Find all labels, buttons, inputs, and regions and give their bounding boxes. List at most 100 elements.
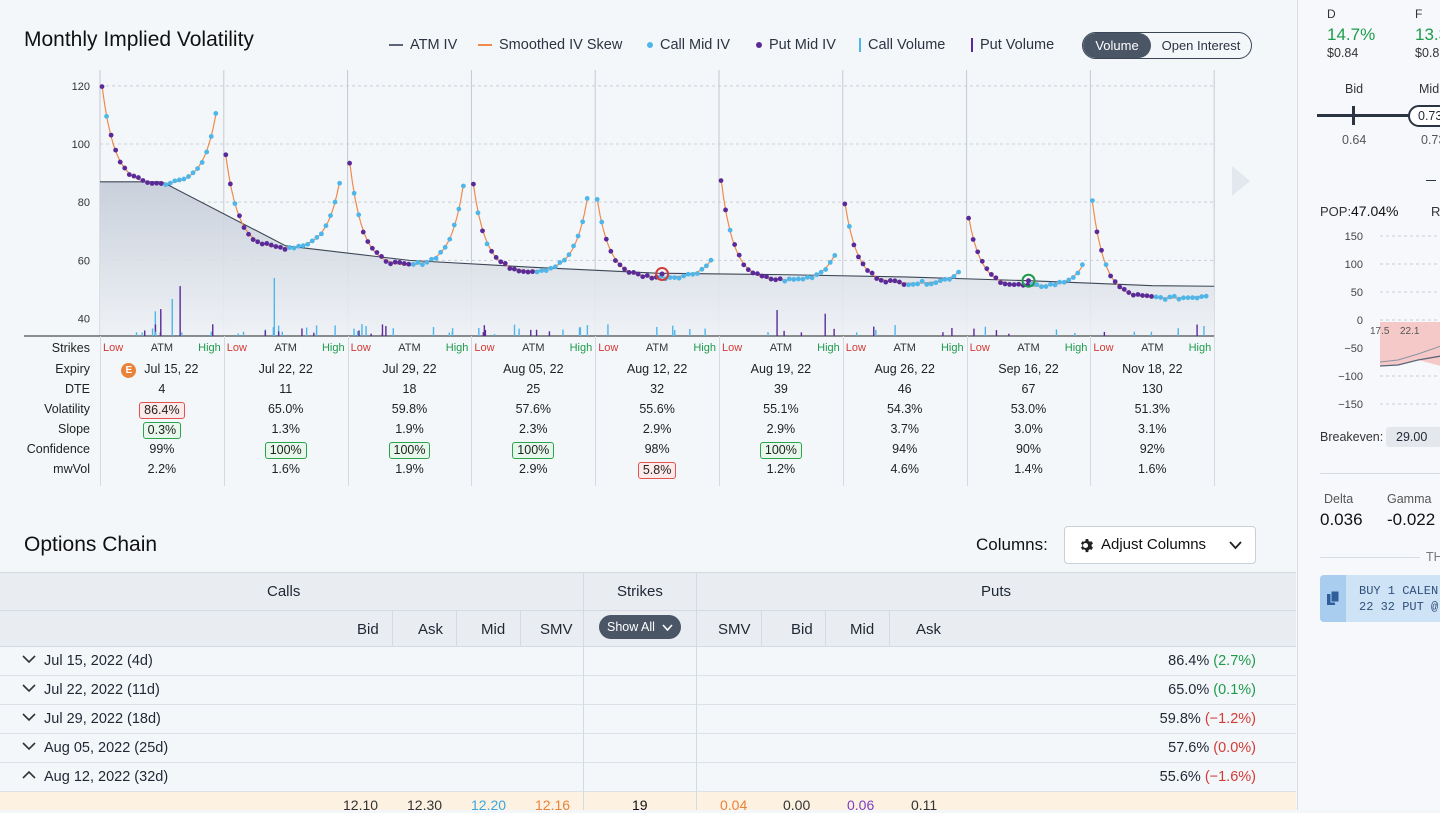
call-smv-header[interactable]: SMV	[540, 621, 573, 638]
expiry-row[interactable]: Jul 15, 2022 (4d) 86.4% (2.7%)	[0, 647, 1296, 676]
call-iv-point	[1070, 275, 1076, 280]
toggle-volume[interactable]: Volume	[1083, 33, 1151, 58]
expiry-row[interactable]: Jul 29, 2022 (18d) 59.8% (−1.2%)	[0, 705, 1296, 734]
y-tick-label: 120	[72, 81, 90, 93]
chevron-down-icon[interactable]	[22, 712, 36, 722]
iv-change: (−1.6%)	[1204, 769, 1256, 785]
stat-value: 59.8%	[391, 402, 428, 416]
put-iv-point	[360, 229, 366, 235]
expiry-row[interactable]: Aug 05, 2022 (25d) 57.6% (0.0%)	[0, 734, 1296, 763]
stat-expiry[interactable]: Nov 18, 22	[1102, 362, 1202, 377]
put-ask[interactable]: 0.11	[911, 797, 938, 813]
volume-oi-toggle[interactable]: Volume Open Interest	[1082, 32, 1252, 59]
put-iv-point	[126, 172, 132, 178]
mid-price-input[interactable]: 0.73	[1408, 105, 1440, 127]
put-ask-header[interactable]: Ask	[916, 621, 942, 638]
call-iv-point	[575, 233, 581, 239]
strike-label-high: High	[1188, 342, 1212, 354]
put-bid[interactable]: 0.00	[783, 797, 811, 813]
call-ask-header[interactable]: Ask	[418, 621, 444, 638]
call-iv-point	[795, 276, 801, 282]
put-bid-header[interactable]: Bid	[791, 621, 813, 638]
call-iv-point	[314, 235, 320, 240]
stat-dte: 18	[360, 382, 460, 397]
put-iv-point	[644, 273, 650, 278]
stat-value: Sep 16, 22	[998, 362, 1059, 376]
d-value: 14.7%	[1327, 25, 1376, 44]
stat-value: 100%	[388, 442, 431, 459]
stat-value: 1.9%	[395, 462, 424, 476]
strike-label-high: High	[817, 342, 840, 354]
smoothed-iv-skew	[720, 178, 836, 281]
legend-call-volume[interactable]: Call Volume	[859, 37, 945, 53]
call-ask[interactable]: 12.30	[407, 797, 443, 813]
strike-row[interactable]: 12.10 12.30 12.20 12.16 19 0.04 0.00 0.0…	[0, 792, 1296, 813]
adjust-columns-button[interactable]: Adjust Columns	[1064, 526, 1256, 564]
call-bid[interactable]: 12.10	[343, 797, 379, 813]
chevron-right-icon[interactable]	[1230, 164, 1252, 198]
stat-expiry[interactable]: Aug 26, 22	[855, 362, 955, 377]
call-bid-header[interactable]: Bid	[357, 621, 379, 638]
expiry-row[interactable]: Aug 12, 2022 (32d) 55.6% (−1.6%)	[0, 763, 1296, 792]
stat-expiry[interactable]: Sep 16, 22	[979, 362, 1079, 377]
chevron-up-icon[interactable]	[22, 770, 36, 780]
stat-expiry[interactable]: Aug 05, 22	[483, 362, 583, 377]
legend-smoothed-iv-skew[interactable]: Smoothed IV Skew	[478, 37, 622, 53]
put-iv-point	[640, 274, 646, 280]
call-iv-point	[451, 222, 457, 228]
stat-value: 5.8%	[637, 462, 677, 479]
put-smv-header[interactable]: SMV	[718, 621, 751, 638]
stat-expiry[interactable]: Aug 12, 22	[607, 362, 707, 377]
calls-header: Calls	[267, 583, 301, 600]
put-iv-point	[383, 259, 389, 264]
show-all-strikes-button[interactable]: Show All	[599, 615, 681, 639]
strike-a: 17.5	[1370, 326, 1390, 337]
chevron-down-icon[interactable]	[22, 654, 36, 664]
legend-put-volume[interactable]: Put Volume	[971, 37, 1054, 53]
call-iv-point	[424, 259, 430, 265]
order-summary[interactable]: BUY 1 CALEN 22 32 PUT @	[1320, 575, 1440, 622]
stat-expiry[interactable]: E Jul 15, 22	[112, 362, 212, 378]
call-iv-point	[1185, 295, 1191, 301]
call-iv-point	[915, 281, 921, 287]
put-iv-point	[502, 261, 508, 266]
call-iv-point	[937, 278, 943, 284]
stat-expiry[interactable]: Jul 29, 22	[360, 362, 460, 377]
stat-vol: 51.3%	[1102, 402, 1202, 417]
pl-tick-label: 50	[1351, 287, 1363, 299]
strike-value[interactable]: 19	[632, 797, 648, 813]
call-smv[interactable]: 12.16	[535, 797, 571, 813]
legend-call-mid-iv[interactable]: Call Mid IV	[647, 37, 730, 53]
iv-chart: 120 100 80 60 40	[24, 70, 1215, 337]
put-iv-point	[860, 261, 866, 267]
put-iv-point	[131, 173, 137, 179]
strike-label-high: High	[445, 342, 469, 354]
breakeven-value: 29.00	[1386, 427, 1440, 447]
copy-icon[interactable]	[1327, 591, 1340, 606]
call-iv-point	[442, 244, 448, 250]
call-iv-point	[832, 253, 838, 258]
put-iv-point	[755, 271, 760, 276]
stat-expiry[interactable]: Jul 22, 22	[236, 362, 336, 377]
put-iv-point	[608, 248, 614, 254]
chevron-down-icon[interactable]	[22, 741, 36, 751]
put-smv[interactable]: 0.04	[720, 797, 748, 813]
call-iv-point	[204, 149, 210, 155]
put-iv-point	[851, 242, 857, 248]
legend-atm-iv[interactable]: ATM IV	[389, 37, 457, 53]
call-iv-point	[562, 257, 567, 263]
price-slider-track[interactable]	[1317, 114, 1417, 117]
toggle-open-interest[interactable]: Open Interest	[1161, 38, 1241, 53]
stat-expiry[interactable]: Aug 19, 22	[731, 362, 831, 377]
y-tick-label: 60	[78, 255, 90, 267]
call-mid[interactable]: 12.20	[471, 797, 507, 813]
expiry-row[interactable]: Jul 22, 2022 (11d) 65.0% (0.1%)	[0, 676, 1296, 705]
legend-put-mid-iv[interactable]: Put Mid IV	[756, 37, 836, 53]
stat-conf: 100%	[236, 442, 336, 459]
put-iv-point	[1117, 284, 1123, 290]
put-iv-point	[1135, 292, 1141, 297]
put-mid[interactable]: 0.06	[847, 797, 875, 813]
call-mid-header[interactable]: Mid	[481, 621, 506, 638]
chevron-down-icon[interactable]	[22, 683, 36, 693]
put-mid-header[interactable]: Mid	[850, 621, 875, 638]
